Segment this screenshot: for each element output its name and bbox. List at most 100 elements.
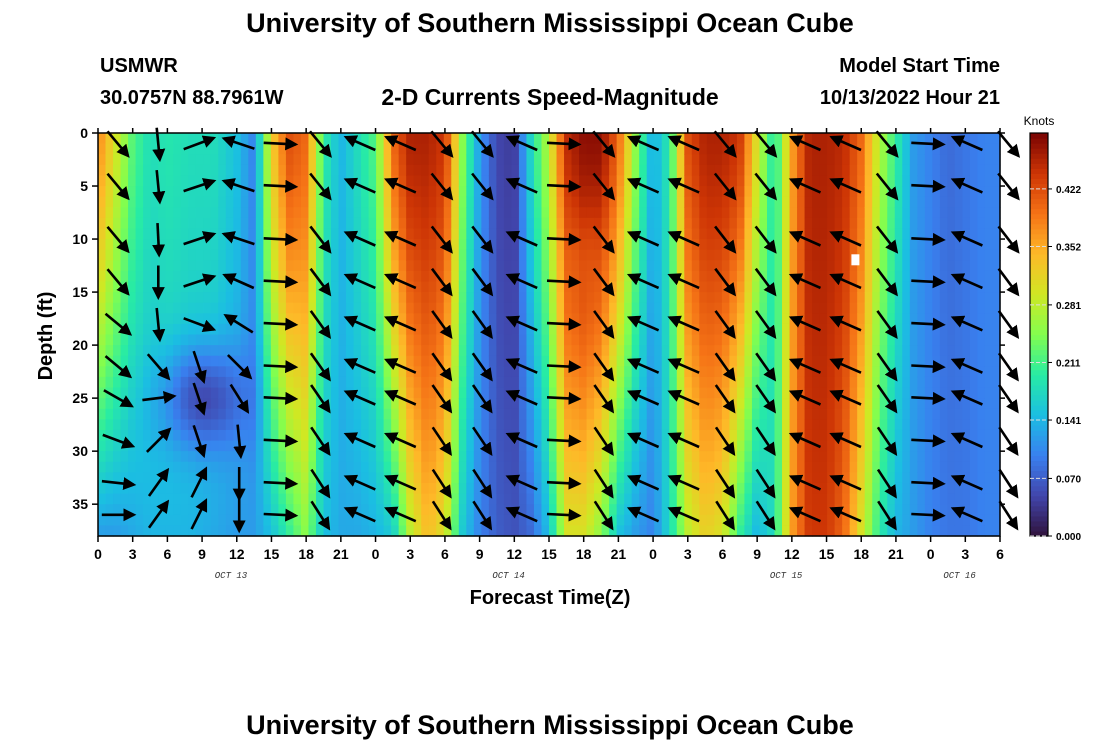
heatmap-cell	[225, 398, 234, 410]
heatmap-cell	[766, 525, 776, 537]
heatmap-cell	[240, 207, 249, 219]
heatmap-cell	[128, 154, 137, 166]
heatmap-cell	[331, 154, 340, 166]
heatmap-cell	[518, 376, 528, 389]
heatmap-cell	[849, 429, 858, 442]
heatmap-cell	[751, 376, 761, 389]
heatmap-cell	[624, 260, 633, 272]
heatmap-cell	[458, 472, 467, 484]
heatmap-cell	[293, 387, 302, 399]
heatmap-cell	[744, 387, 753, 399]
heatmap-cell	[526, 239, 535, 251]
heatmap-cell	[684, 281, 693, 293]
heatmap-cell	[646, 398, 655, 410]
heatmap-cell	[812, 493, 821, 505]
heatmap-cell	[188, 323, 197, 336]
heatmap-cell	[729, 228, 738, 240]
heatmap-cell	[992, 355, 1001, 367]
heatmap-cell	[917, 440, 926, 452]
heatmap-cell	[616, 355, 625, 367]
heatmap-cell	[594, 461, 603, 473]
heatmap-cell	[646, 387, 655, 399]
heatmap-cell	[218, 164, 227, 177]
heatmap-cell	[804, 419, 813, 431]
heatmap-cell	[443, 345, 452, 357]
current-vector	[106, 172, 130, 201]
heatmap-cell	[135, 239, 144, 251]
heatmap-cell	[797, 164, 806, 177]
heatmap-cell	[736, 440, 746, 452]
heatmap-cell	[691, 387, 700, 399]
heatmap-cell	[293, 334, 302, 346]
heatmap-cell	[173, 207, 182, 219]
colorbar-segment	[1030, 213, 1048, 220]
heatmap-cell	[631, 143, 640, 155]
colorbar-segment	[1030, 258, 1048, 265]
current-vector	[911, 137, 946, 151]
heatmap-cell	[443, 493, 452, 505]
heatmap-cell	[924, 345, 933, 357]
heatmap-cell	[285, 217, 295, 230]
heatmap-cell	[879, 281, 888, 293]
heatmap-cell	[308, 461, 317, 473]
heatmap-cell	[639, 461, 648, 473]
heatmap-cell	[564, 376, 573, 389]
heatmap-cell	[849, 260, 858, 272]
heatmap-cell	[143, 133, 152, 145]
heatmap-cell	[353, 292, 362, 304]
current-vector	[431, 426, 452, 456]
heatmap-cell	[909, 429, 918, 442]
heatmap-cell	[639, 493, 648, 505]
heatmap-cell	[654, 154, 663, 166]
heatmap-cell	[255, 429, 264, 442]
x-tick-label: 18	[576, 546, 592, 562]
heatmap-cell	[233, 355, 242, 367]
heatmap-cell	[842, 461, 851, 473]
heatmap-cell	[759, 207, 768, 219]
heatmap-cell	[879, 207, 888, 219]
heatmap-cell	[864, 133, 873, 145]
heatmap-cell	[827, 239, 836, 251]
heatmap-cell	[143, 207, 152, 219]
current-vector	[472, 468, 493, 499]
heatmap-cell	[924, 419, 933, 431]
heatmap-cell	[789, 398, 798, 410]
current-vector	[626, 474, 660, 491]
heatmap-cell	[729, 376, 738, 389]
heatmap-cell	[398, 525, 407, 537]
heatmap-cell	[203, 345, 212, 357]
heatmap-cell	[331, 228, 340, 240]
heatmap-cell	[954, 345, 964, 357]
heatmap-cell	[278, 408, 287, 420]
heatmap-cell	[361, 493, 370, 505]
heatmap-cell	[300, 281, 310, 293]
heatmap-cell	[714, 419, 723, 431]
heatmap-cell	[616, 323, 625, 336]
heatmap-cell	[443, 228, 452, 240]
heatmap-cell	[541, 175, 550, 187]
heatmap-cell	[744, 472, 753, 484]
heatmap-cell	[714, 249, 723, 261]
heatmap-cell	[984, 429, 994, 442]
heatmap-cell	[270, 249, 279, 261]
colorbar-segment	[1030, 148, 1048, 154]
heatmap-cell	[864, 504, 873, 516]
heatmap-cell	[609, 249, 618, 261]
x-tick-label: 6	[996, 546, 1004, 562]
heatmap-cell	[804, 408, 813, 420]
heatmap-cell	[255, 398, 264, 410]
heatmap-cell	[188, 313, 197, 325]
heatmap-cell	[646, 482, 655, 495]
heatmap-cell	[285, 175, 295, 187]
heatmap-cell	[338, 461, 347, 473]
heatmap-cell	[661, 419, 670, 431]
heatmap-cell	[969, 302, 979, 314]
heatmap-cell	[864, 461, 873, 473]
heatmap-cell	[113, 302, 122, 314]
heatmap-cell	[165, 196, 174, 208]
heatmap-cell	[255, 302, 264, 314]
heatmap-cell	[902, 313, 911, 325]
heatmap-cell	[909, 334, 918, 346]
heatmap-cell	[984, 366, 994, 378]
heatmap-cell	[210, 239, 219, 251]
